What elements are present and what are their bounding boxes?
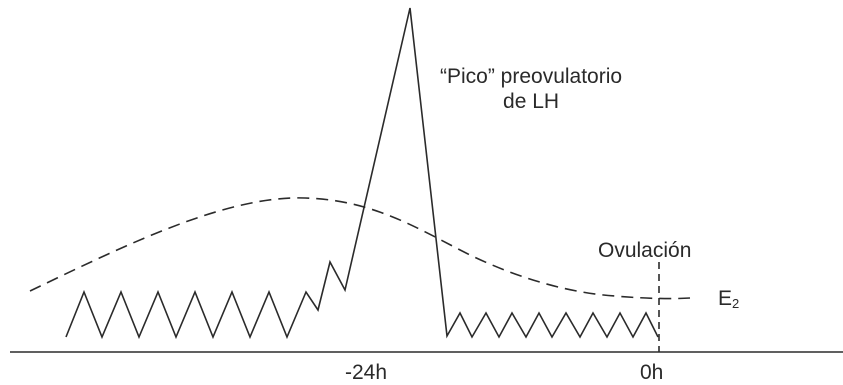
e2-label: E2 <box>718 288 739 310</box>
lh-pulse-line <box>65 7 659 340</box>
tick-label-0h: 0h <box>640 361 664 384</box>
tick-label-minus24h: -24h <box>345 361 388 384</box>
e2-label-main: E <box>718 287 733 310</box>
ovulation-label: Ovulación <box>598 239 692 262</box>
lh-peak-label-line1: “Pico” preovulatorio <box>440 65 623 88</box>
e2-label-subscript: 2 <box>732 296 740 311</box>
lh-peak-label: “Pico” preovulatorio de LH <box>440 64 622 114</box>
lh-peak-label-line2: de LH <box>503 90 560 114</box>
estradiol-curve <box>29 197 691 300</box>
